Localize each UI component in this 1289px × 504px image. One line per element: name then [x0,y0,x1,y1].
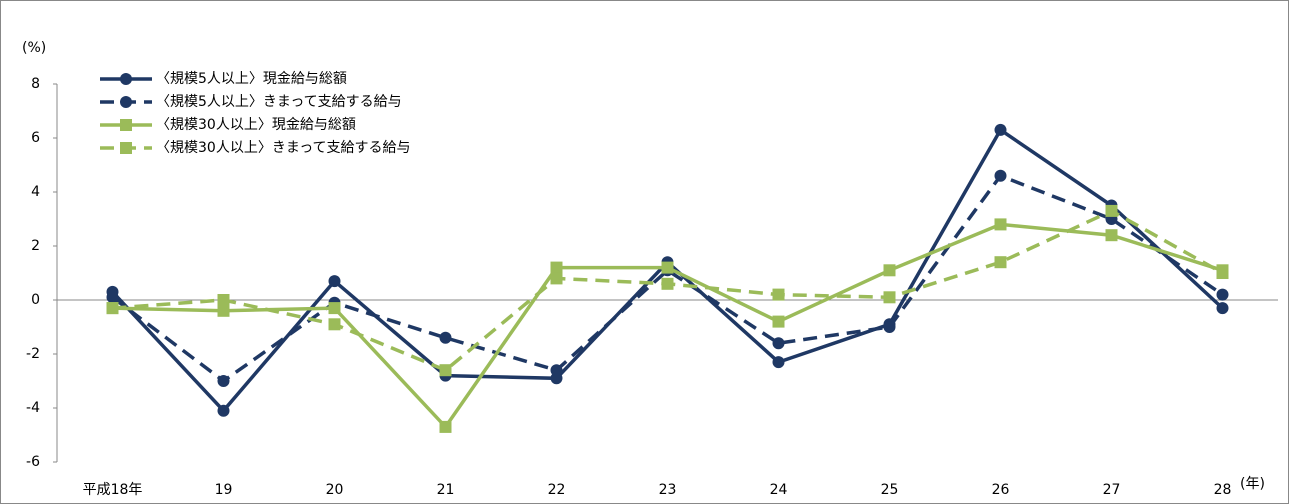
point [883,264,896,277]
point [217,294,230,306]
point [217,404,230,417]
point [439,420,452,433]
y-tick-label: 8 [31,76,40,92]
point [1216,302,1229,315]
point [994,218,1007,231]
point [439,364,452,377]
legend-marker [120,96,132,108]
point [550,272,563,285]
legend-label: 〈規模30人以上〉現金給与総額 [156,117,356,133]
legend-marker [120,142,132,154]
x-unit: (年) [1240,476,1265,492]
point [106,291,119,304]
point [994,169,1007,182]
point [772,337,785,350]
legend-label: 〈規模5人以上〉きまって支給する給与 [156,94,402,110]
point [328,275,341,288]
x-tick-label: 平成18年 [83,482,143,498]
point [217,375,230,387]
y-tick-label: 0 [31,292,40,308]
y-tick-label: -6 [26,454,40,470]
x-tick-label: 19 [215,482,233,498]
x-tick-label: 28 [1214,482,1232,498]
point [106,302,119,315]
y-tick-label: 4 [31,184,40,200]
point [328,302,341,315]
x-tick-label: 20 [326,482,344,498]
point [439,331,452,344]
point [661,261,674,274]
point [994,123,1007,136]
x-tick-label: 23 [659,482,677,498]
x-tick-label: 27 [1103,482,1121,498]
point [772,315,785,328]
x-tick-label: 25 [881,482,899,498]
point [883,291,896,304]
y-tick-label: 2 [31,238,40,254]
y-tick-label: 6 [31,130,40,146]
point [1105,229,1118,242]
legend-label: 〈規模30人以上〉きまって支給する給与 [156,140,411,156]
legend-label: 〈規模5人以上〉現金給与総額 [156,71,347,87]
point [217,304,230,317]
x-tick-label: 22 [548,482,566,498]
legend-marker [120,73,132,85]
point [550,364,563,377]
point [550,261,563,274]
y-unit: (%) [22,40,46,56]
point [1216,267,1229,279]
point [883,321,896,333]
point [1216,288,1229,301]
point [328,318,341,331]
point [994,256,1007,269]
point [1105,204,1118,217]
x-tick-label: 24 [770,482,788,498]
point [772,356,785,369]
point [772,288,785,301]
y-tick-label: -4 [26,400,40,416]
legend-marker [120,119,132,131]
y-tick-label: -2 [26,346,40,362]
point [661,277,674,290]
x-tick-label: 21 [437,482,455,498]
x-tick-label: 26 [992,482,1010,498]
series-line [111,173,1224,384]
